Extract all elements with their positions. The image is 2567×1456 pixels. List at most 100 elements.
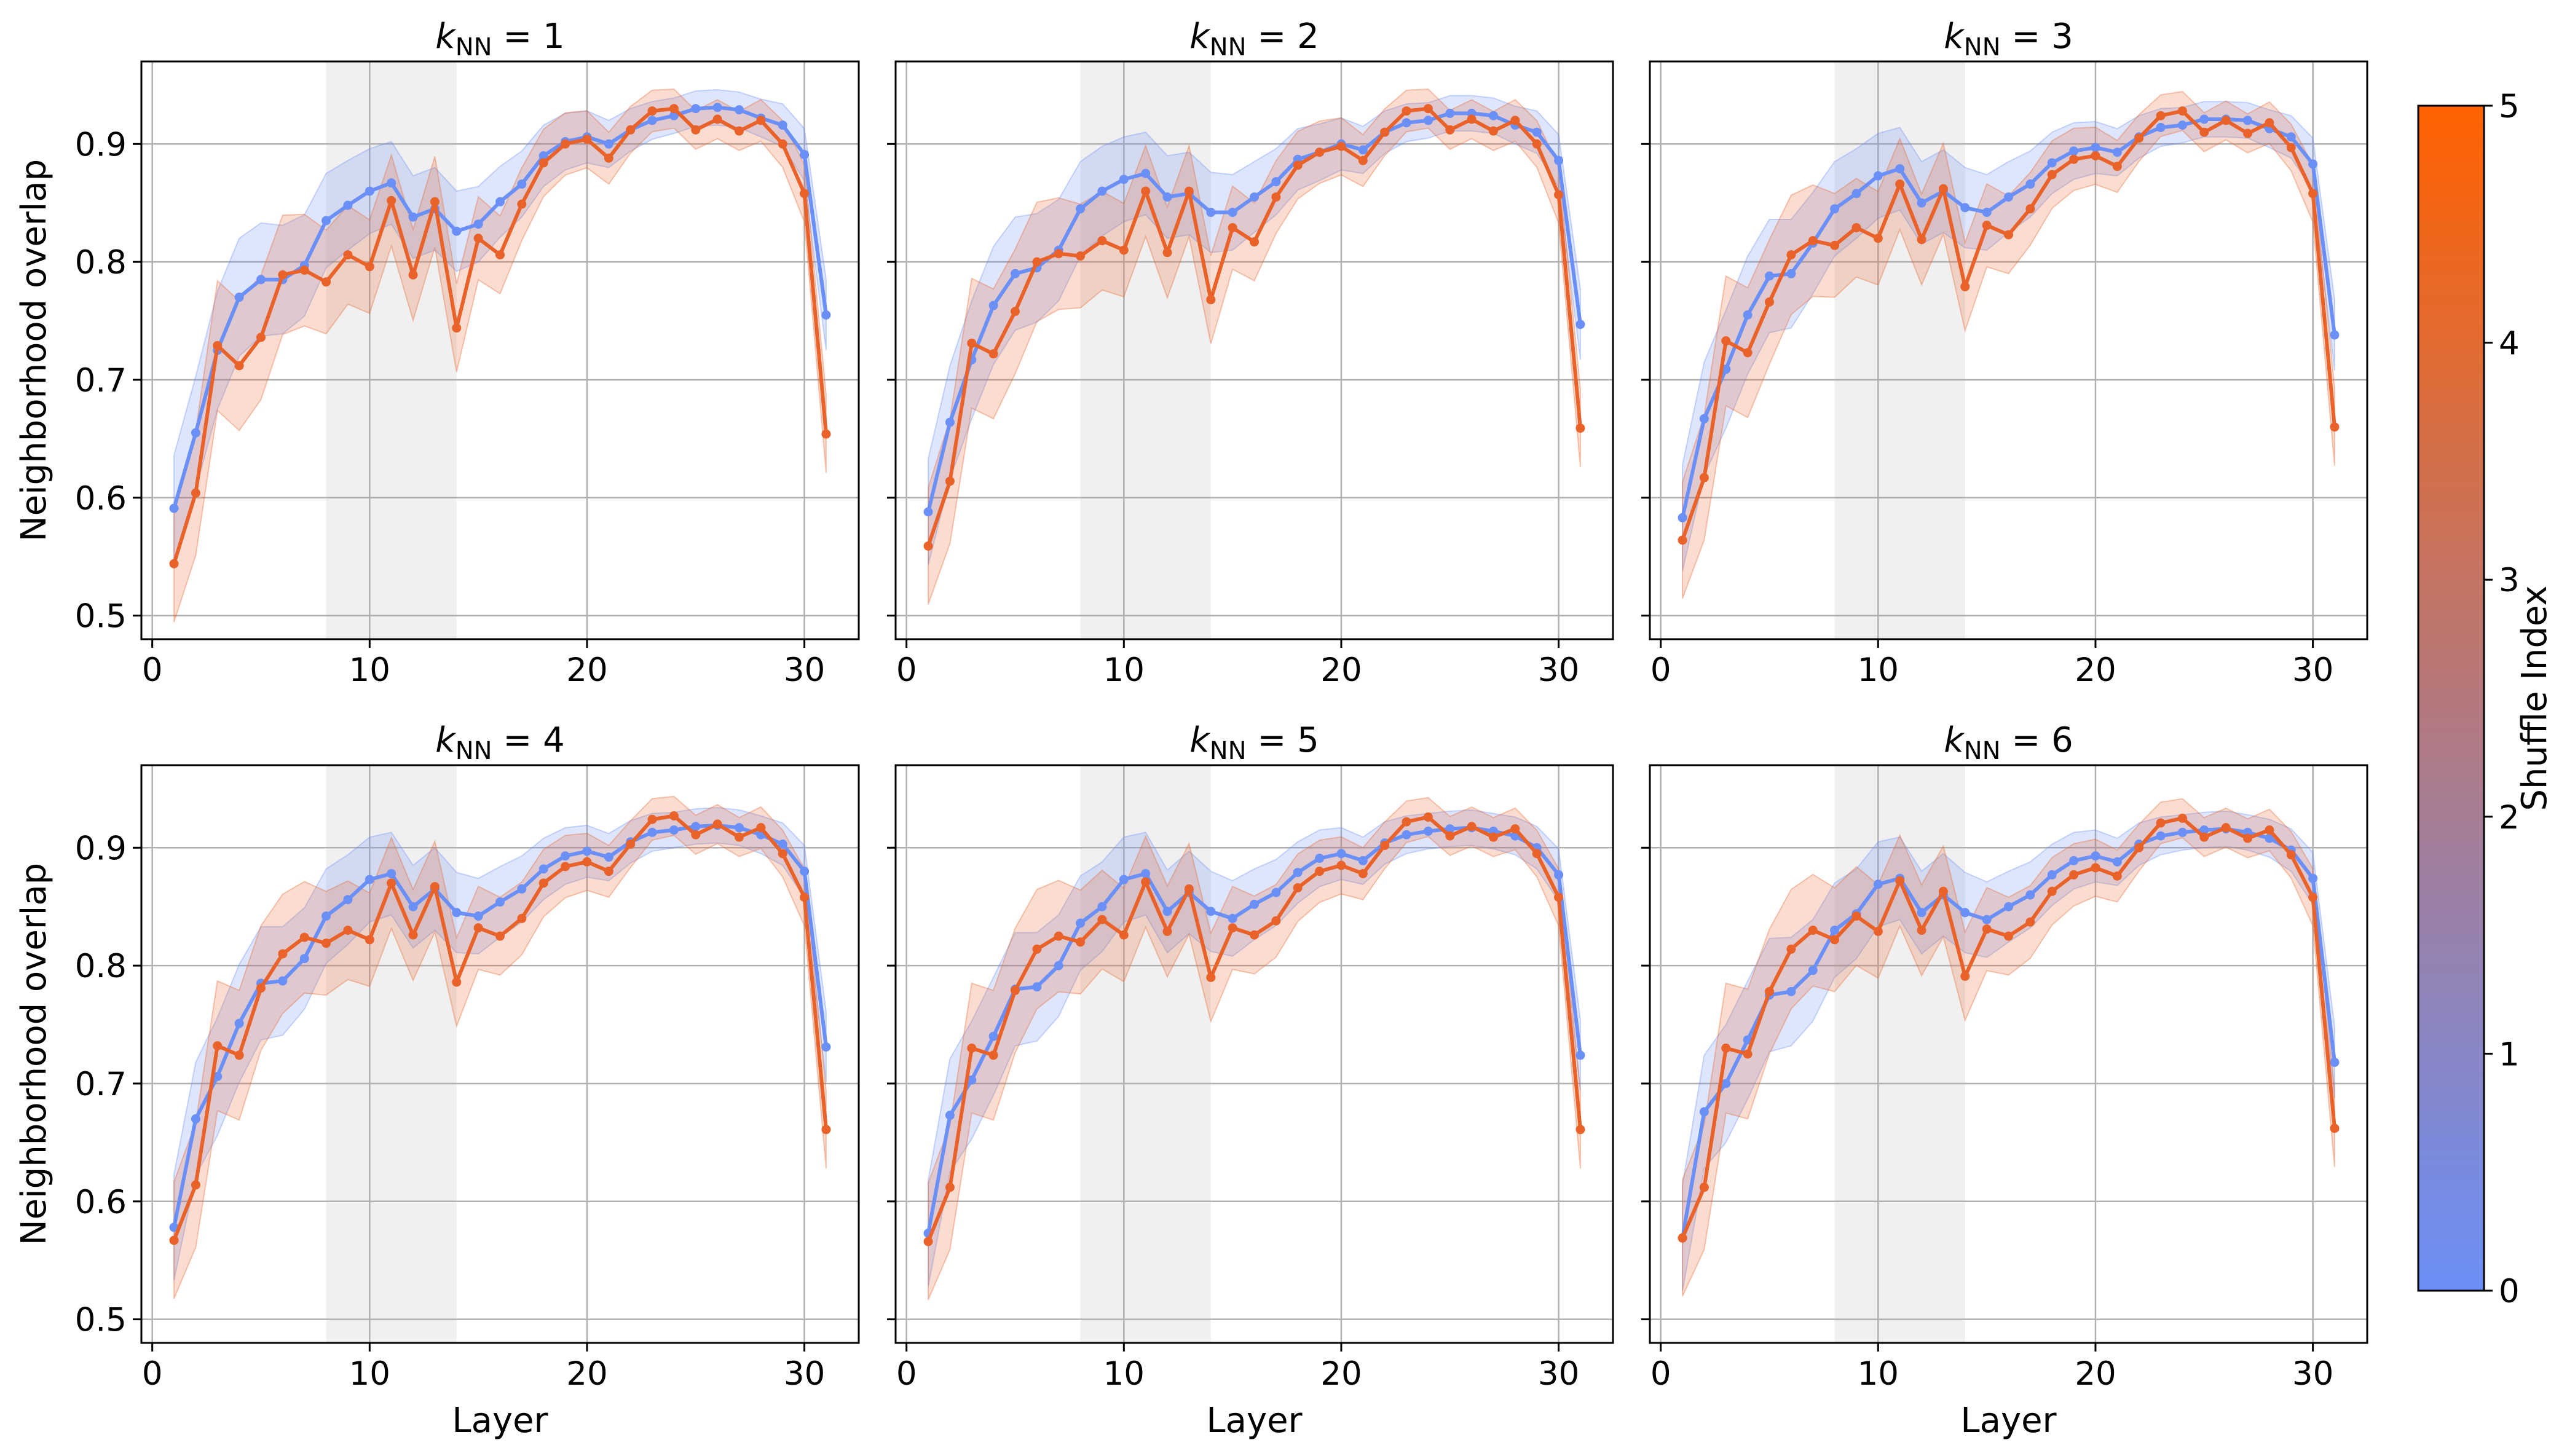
data-point-shuffle_0 bbox=[778, 120, 787, 130]
data-point-shuffle_5 bbox=[256, 333, 266, 342]
data-point-shuffle_5 bbox=[1699, 1183, 1709, 1192]
panel-title: kNN = 1 bbox=[435, 17, 564, 61]
data-point-shuffle_5 bbox=[256, 983, 266, 993]
data-point-shuffle_0 bbox=[2330, 1057, 2340, 1067]
data-point-shuffle_0 bbox=[1402, 118, 1411, 128]
data-point-shuffle_0 bbox=[1917, 908, 1926, 918]
data-point-shuffle_5 bbox=[517, 199, 527, 209]
data-point-shuffle_0 bbox=[256, 275, 266, 285]
colorbar-tick-label: 1 bbox=[2499, 1036, 2520, 1073]
data-point-shuffle_0 bbox=[452, 226, 462, 236]
data-point-shuffle_5 bbox=[923, 541, 933, 551]
data-point-shuffle_0 bbox=[1873, 171, 1883, 181]
data-point-shuffle_0 bbox=[2112, 857, 2122, 867]
data-point-shuffle_5 bbox=[1510, 824, 1520, 834]
data-point-shuffle_0 bbox=[945, 1111, 955, 1120]
data-point-shuffle_0 bbox=[1699, 414, 1709, 423]
data-point-shuffle_0 bbox=[1271, 887, 1281, 897]
data-point-shuffle_5 bbox=[1960, 971, 1970, 981]
data-point-shuffle_5 bbox=[1575, 1125, 1585, 1135]
data-point-shuffle_5 bbox=[604, 153, 613, 163]
data-point-shuffle_0 bbox=[408, 902, 418, 911]
data-point-shuffle_5 bbox=[234, 1050, 244, 1060]
data-point-shuffle_0 bbox=[387, 868, 396, 878]
data-point-shuffle_0 bbox=[988, 301, 998, 310]
data-point-shuffle_5 bbox=[2199, 832, 2209, 842]
data-point-shuffle_5 bbox=[1678, 535, 1687, 545]
data-point-shuffle_5 bbox=[923, 1237, 933, 1246]
data-point-shuffle_5 bbox=[1743, 348, 1753, 358]
data-point-shuffle_5 bbox=[1938, 184, 1948, 194]
data-point-shuffle_5 bbox=[1721, 1043, 1731, 1053]
x-tick-label: 20 bbox=[1320, 1355, 1362, 1393]
data-point-shuffle_0 bbox=[1250, 192, 1259, 202]
data-point-shuffle_5 bbox=[1076, 251, 1086, 261]
data-point-shuffle_0 bbox=[1982, 208, 1992, 218]
data-point-shuffle_0 bbox=[691, 822, 701, 832]
data-point-shuffle_5 bbox=[778, 849, 787, 859]
data-point-shuffle_5 bbox=[1830, 935, 1840, 945]
x-axis-titles: Layer Layer Layer bbox=[452, 1401, 2057, 1441]
highlight-band bbox=[1834, 61, 1965, 639]
y-tick-label: 0.6 bbox=[75, 1184, 127, 1221]
data-point-shuffle_5 bbox=[1336, 141, 1346, 151]
data-point-shuffle_5 bbox=[1786, 250, 1796, 260]
y-axis-title: Neighborhood overlap bbox=[14, 863, 54, 1245]
data-point-shuffle_5 bbox=[1141, 877, 1151, 887]
data-point-shuffle_5 bbox=[1032, 257, 1042, 267]
data-point-shuffle_0 bbox=[2004, 192, 2013, 202]
data-point-shuffle_5 bbox=[582, 857, 592, 867]
data-point-shuffle_5 bbox=[1982, 221, 1992, 230]
data-point-shuffle_0 bbox=[299, 954, 309, 964]
data-point-shuffle_5 bbox=[800, 892, 810, 902]
data-point-shuffle_5 bbox=[1554, 892, 1564, 902]
data-point-shuffle_0 bbox=[2091, 143, 2100, 152]
panel-title: kNN = 4 bbox=[435, 720, 564, 765]
panel-6: 0 10 20 30 kNN = 6 bbox=[1641, 720, 2368, 1393]
data-point-shuffle_5 bbox=[756, 823, 766, 833]
data-point-shuffle_5 bbox=[2286, 850, 2296, 860]
data-point-shuffle_0 bbox=[2308, 159, 2318, 169]
data-point-shuffle_5 bbox=[1358, 868, 1368, 878]
data-point-shuffle_0 bbox=[800, 150, 810, 160]
data-point-shuffle_5 bbox=[408, 930, 418, 940]
data-point-shuffle_0 bbox=[1575, 1050, 1585, 1060]
data-point-shuffle_0 bbox=[1445, 108, 1455, 118]
data-point-shuffle_5 bbox=[1184, 884, 1194, 894]
data-point-shuffle_5 bbox=[2069, 154, 2079, 164]
data-point-shuffle_5 bbox=[1873, 234, 1883, 243]
confidence-band-shuffle_5 bbox=[1682, 90, 2335, 599]
data-point-shuffle_0 bbox=[604, 139, 613, 149]
x-tick-label: 30 bbox=[784, 651, 825, 689]
x-tick-label: 30 bbox=[1538, 651, 1579, 689]
panel-title: kNN = 5 bbox=[1189, 720, 1319, 765]
data-point-shuffle_5 bbox=[2091, 151, 2100, 160]
data-point-shuffle_5 bbox=[2265, 118, 2274, 128]
data-point-shuffle_5 bbox=[967, 338, 977, 348]
data-point-shuffle_5 bbox=[626, 840, 636, 849]
data-point-shuffle_5 bbox=[2004, 931, 2013, 941]
data-point-shuffle_0 bbox=[1532, 127, 1542, 137]
data-point-shuffle_5 bbox=[169, 1235, 179, 1245]
data-point-shuffle_0 bbox=[408, 212, 418, 222]
data-point-shuffle_0 bbox=[1554, 155, 1564, 165]
data-point-shuffle_5 bbox=[1402, 817, 1411, 827]
data-point-shuffle_5 bbox=[1895, 876, 1905, 886]
data-point-shuffle_5 bbox=[1743, 1049, 1753, 1059]
data-point-shuffle_0 bbox=[321, 216, 331, 226]
data-point-shuffle_5 bbox=[647, 106, 657, 116]
data-point-shuffle_5 bbox=[452, 323, 462, 333]
data-point-shuffle_5 bbox=[1032, 944, 1042, 954]
data-point-shuffle_0 bbox=[1960, 908, 1970, 918]
data-point-shuffle_5 bbox=[1271, 916, 1281, 926]
x-tick-label: 20 bbox=[566, 1355, 607, 1393]
data-point-shuffle_0 bbox=[735, 823, 744, 833]
data-point-shuffle_5 bbox=[1162, 248, 1172, 258]
data-point-shuffle_0 bbox=[517, 884, 527, 894]
data-point-shuffle_0 bbox=[1358, 145, 1368, 155]
data-point-shuffle_0 bbox=[1162, 192, 1172, 202]
data-point-shuffle_0 bbox=[2069, 856, 2079, 865]
data-point-shuffle_5 bbox=[1228, 222, 1237, 232]
data-point-shuffle_5 bbox=[1293, 883, 1303, 893]
colorbar-tick-label: 5 bbox=[2499, 88, 2520, 125]
